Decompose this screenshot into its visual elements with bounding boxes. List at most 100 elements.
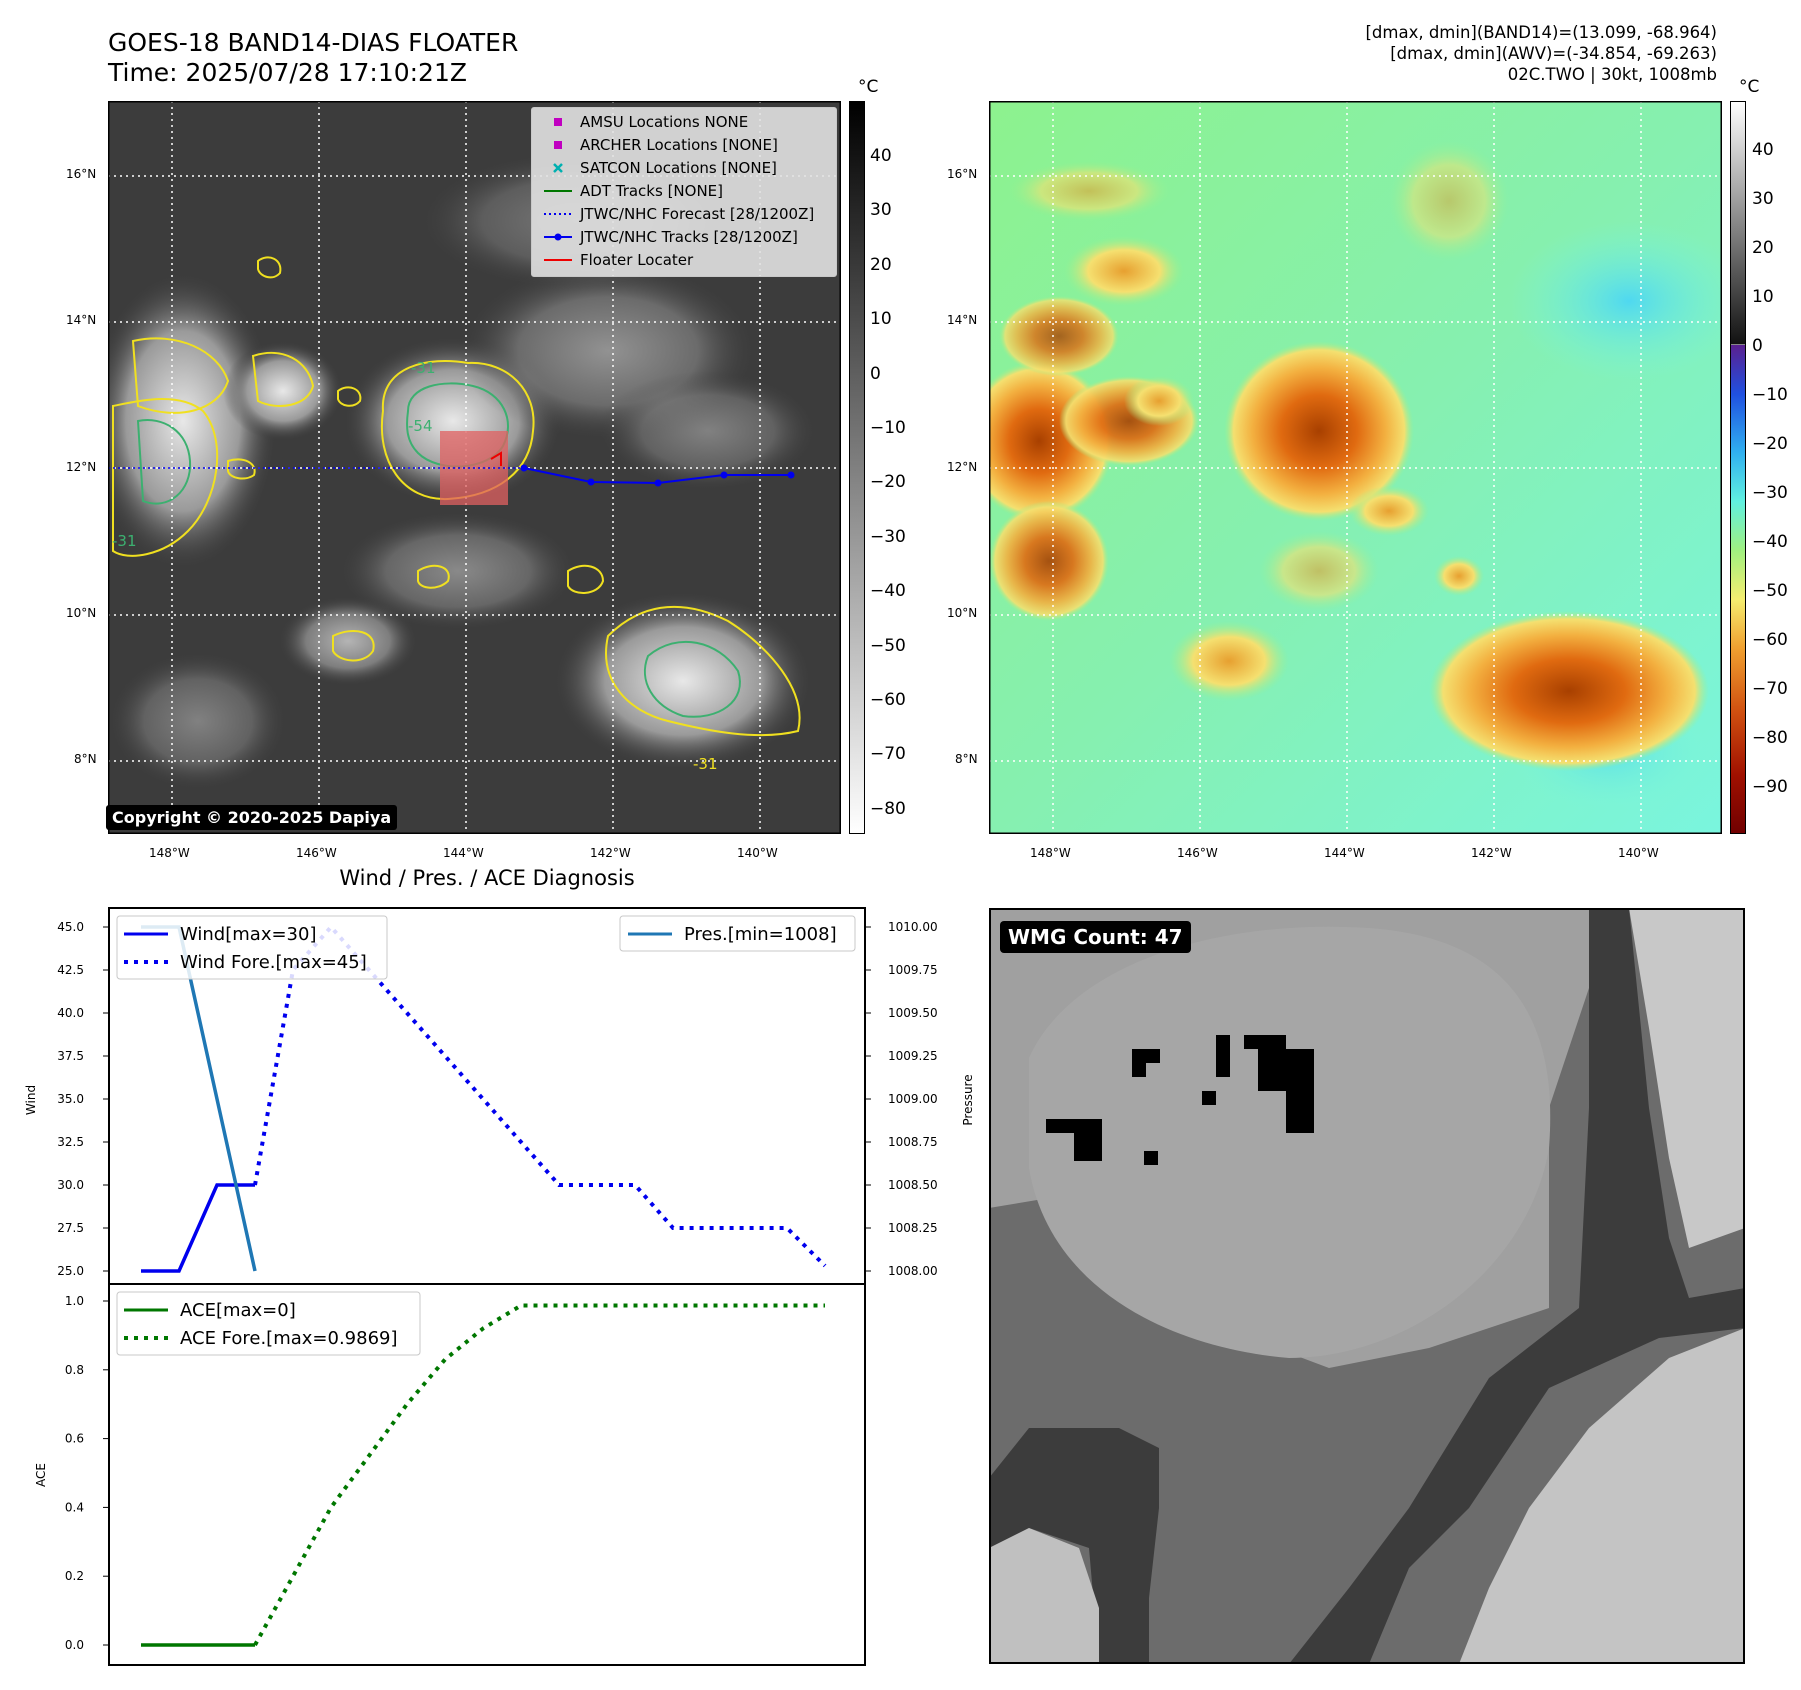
colorbar-tick-label: −30 xyxy=(870,526,906,547)
ace-ylabel: ACE xyxy=(34,1463,48,1487)
colorbar-tick-label: −10 xyxy=(1752,385,1788,405)
color-colorbar xyxy=(1730,101,1746,834)
lon-label: 148°W xyxy=(149,846,190,860)
wmg-frame xyxy=(989,908,1745,1664)
colorbar-tick-label: 40 xyxy=(870,146,892,166)
wind-ylabel: Wind xyxy=(24,1085,38,1115)
pres-tick-label: 1008.75 xyxy=(888,1135,938,1149)
wmg-panel xyxy=(989,908,1745,1664)
lon-label: 142°W xyxy=(1471,846,1512,860)
pres-tick-label: 1009.25 xyxy=(888,1049,938,1063)
legend-item-tracks: JTWC/NHC Tracks [28/1200Z] xyxy=(532,226,832,248)
legend-ace-fore: ACE Fore.[max=0.9869] xyxy=(180,1328,398,1349)
lat-label: 10°N xyxy=(947,606,978,620)
wmg-count-badge: WMG Count: 47 xyxy=(1000,921,1191,953)
ace-tick-label: 0.4 xyxy=(65,1500,84,1514)
wmg-light-east xyxy=(1629,908,1745,1248)
wmg-dark-band xyxy=(1289,908,1745,1664)
pres-tick-label: 1008.50 xyxy=(888,1178,938,1192)
contour-label: -31 xyxy=(112,532,137,550)
ir-colorbar xyxy=(849,101,865,834)
wind-tick-label: 27.5 xyxy=(57,1221,84,1235)
wind-series-forecast-line xyxy=(253,923,827,1268)
color-frame xyxy=(989,101,1722,834)
lon-label: 146°W xyxy=(296,846,337,860)
colorbar-tick-label: 40 xyxy=(1752,140,1774,160)
pres-tick-label: 1009.00 xyxy=(888,1092,938,1106)
lat-label: 10°N xyxy=(66,606,97,620)
jtwc-track-points xyxy=(520,464,795,487)
color-map-panel xyxy=(989,101,1722,834)
diag-ticks: 45.0 42.5 40.0 37.5 35.0 32.5 30.0 27.5 25.0 1010… xyxy=(57,920,937,1652)
lat-label: 12°N xyxy=(947,460,978,474)
wind-tick-label: 40.0 xyxy=(57,1006,84,1020)
floater-locater-mark xyxy=(490,451,502,466)
diag-title: Wind / Pres. / ACE Diagnosis xyxy=(339,866,635,890)
pres-tick-label: 1010.00 xyxy=(888,920,938,934)
colorbar-tick-label: −90 xyxy=(1752,777,1788,797)
title-line-1: GOES-18 BAND14-DIAS FLOATER xyxy=(108,28,519,57)
colorbar-tick-label: −50 xyxy=(870,635,906,656)
legend-item-amsu: AMSU Locations NONE xyxy=(532,111,832,133)
legend-wind-fore: Wind Fore.[max=45] xyxy=(180,952,367,973)
lat-label: 8°N xyxy=(74,752,97,766)
wmg-light-southeast xyxy=(1459,1328,1745,1664)
colorbar-tick-label: 30 xyxy=(1752,189,1774,209)
lon-label: 144°W xyxy=(1324,846,1365,860)
legend-item-satcon: SATCON Locations [NONE] xyxy=(532,157,832,179)
wmg-core xyxy=(1029,926,1551,1358)
colorbar-tick-label: −20 xyxy=(1752,434,1788,454)
legend-item-forecast: JTWC/NHC Forecast [28/1200Z] xyxy=(544,205,815,223)
colorbar-tick-label: −60 xyxy=(870,690,906,710)
lat-label: 14°N xyxy=(947,313,978,327)
ace-tick-label: 0.2 xyxy=(65,1569,84,1583)
pres-tick-label: 1008.25 xyxy=(888,1221,938,1235)
colorbar-tick-label: 20 xyxy=(870,254,892,275)
legend-item-adt: ADT Tracks [NONE] xyxy=(544,182,724,200)
colorbar-tick-label: −80 xyxy=(1752,728,1788,748)
colorbar-unit: °C xyxy=(1739,77,1760,97)
colorbar-tick-label: −50 xyxy=(1752,581,1788,601)
lat-label: 16°N xyxy=(947,167,978,181)
color-cloud-field xyxy=(989,141,1722,811)
legend-item-archer: ARCHER Locations [NONE] xyxy=(532,134,832,156)
diag-chart: Wind Pressure ACE 45.0 42.5 40.0 37.5 35.0 32… xyxy=(24,907,975,1666)
wind-tick-label: 42.5 xyxy=(57,963,84,977)
figure-info: [dmax, dmin](BAND14)=(13.099, -68.964) [… xyxy=(1365,22,1717,85)
pres-tick-label: 1008.00 xyxy=(888,1264,938,1278)
ir-map-legend: AMSU Locations NONE ARCHER Locations [NO… xyxy=(531,107,837,277)
legend-ace: ACE[max=0] xyxy=(180,1300,296,1321)
wind-tick-label: 35.0 xyxy=(57,1092,84,1106)
colorbar-tick-label: −60 xyxy=(1752,630,1788,650)
pres-legend xyxy=(619,915,856,952)
wind-tick-label: 37.5 xyxy=(57,1049,84,1063)
colorbar-unit: °C xyxy=(858,77,879,97)
diag-lines xyxy=(141,923,827,1647)
wmg-cold-pixels xyxy=(1046,1035,1314,1165)
lon-label: 144°W xyxy=(443,846,484,860)
contour-label: -31 xyxy=(411,359,436,377)
ace-tick-label: 0.8 xyxy=(65,1363,84,1377)
contour-label: -31 xyxy=(693,755,718,773)
copyright-label: Copyright © 2020-2025 Dapiya xyxy=(106,805,398,830)
wmg-dark-patch xyxy=(989,1428,1159,1664)
legend-wind: Wind[max=30] xyxy=(180,924,317,945)
info-line-2: [dmax, dmin](AWV)=(-34.854, -69.263) xyxy=(1390,44,1717,63)
lon-label: 148°W xyxy=(1030,846,1071,860)
colorbar-tick-label: 0 xyxy=(870,363,881,384)
colorbar-tick-label: 0 xyxy=(1752,336,1763,356)
lat-label: 14°N xyxy=(66,313,97,327)
ir-contours xyxy=(112,256,801,737)
colorbar-tick-label: −80 xyxy=(870,798,906,819)
colorbar-tick-label: −10 xyxy=(870,418,906,438)
info-line-1: [dmax, dmin](BAND14)=(13.099, -68.964) xyxy=(1365,23,1717,42)
figure-title: GOES-18 BAND14-DIAS FLOATER Time: 2025/0… xyxy=(108,28,518,88)
lon-label: 140°W xyxy=(737,846,778,860)
contour-label: -54 xyxy=(408,417,433,435)
pres-ylabel: Pressure xyxy=(961,1074,975,1125)
colorbar-tick-label: −20 xyxy=(870,472,906,493)
wind-tick-label: 25.0 xyxy=(57,1264,84,1278)
ace-legend xyxy=(116,1291,421,1356)
colorbar-tick-label: −30 xyxy=(1752,483,1788,503)
wind-tick-label: 30.0 xyxy=(57,1178,84,1192)
